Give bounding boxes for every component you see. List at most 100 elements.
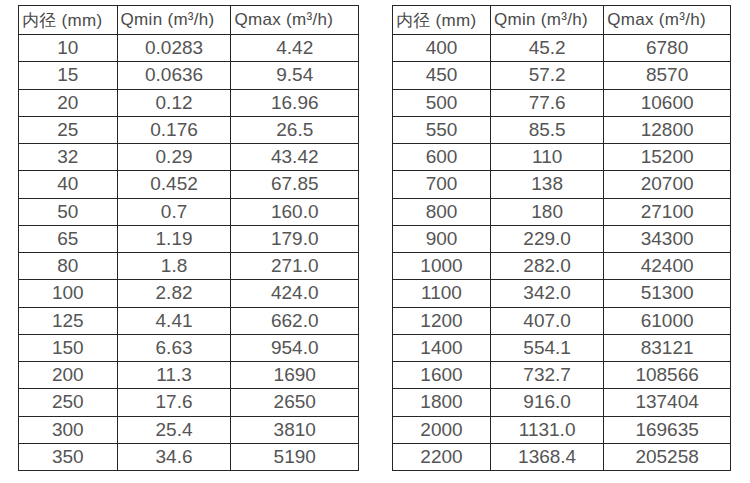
table-row: 80018027100 [393,198,731,225]
table-cell: 137404 [604,389,731,416]
table-row: 22001368.4205258 [393,443,731,470]
table-cell: 2.82 [117,280,231,307]
table-cell: 15200 [604,144,731,171]
table-cell: 4.42 [231,35,359,62]
table-row: 1002.82424.0 [19,280,359,307]
table-cell: 229.0 [491,225,604,252]
table-row: 20001131.0169635 [393,416,731,443]
column-header: Qmax (m³/h) [604,6,731,35]
table-cell: 0.29 [117,144,231,171]
table-row: 40045.26780 [393,35,731,62]
table-row: 50077.610600 [393,89,731,116]
table-cell: 900 [393,225,491,252]
table-cell: 1.8 [117,253,231,280]
table-cell: 20700 [604,171,731,198]
table-cell: 11.3 [117,362,231,389]
column-header: Qmin (m³/h) [117,6,231,35]
table-cell: 916.0 [491,389,604,416]
table-cell: 110 [491,144,604,171]
flow-range-spec-page: 内径 (mm)Qmin (m³/h)Qmax (m³/h)100.02834.4… [0,0,750,483]
table-cell: 85.5 [491,116,604,143]
table-cell: 250 [19,389,118,416]
flow-table-large-diameter: 内径 (mm)Qmin (m³/h)Qmax (m³/h)40045.26780… [392,5,731,471]
table-cell: 4.41 [117,307,231,334]
table-cell: 50 [19,198,118,225]
table-cell: 27100 [604,198,731,225]
table-cell: 10600 [604,89,731,116]
table-cell: 0.0283 [117,35,231,62]
table-cell: 1000 [393,253,491,280]
table-cell: 550 [393,116,491,143]
table-cell: 6780 [604,35,731,62]
table-row: 25017.62650 [19,389,359,416]
table-cell: 26.5 [231,116,359,143]
table-cell: 350 [19,443,118,470]
table-cell: 77.6 [491,89,604,116]
table-cell: 450 [393,62,491,89]
table-row: 70013820700 [393,171,731,198]
table-cell: 0.12 [117,89,231,116]
table-row: 900229.034300 [393,225,731,252]
table-cell: 61000 [604,307,731,334]
table-row: 1400554.183121 [393,334,731,361]
table-cell: 342.0 [491,280,604,307]
table-cell: 57.2 [491,62,604,89]
table-cell: 45.2 [491,35,604,62]
table-cell: 732.7 [491,362,604,389]
table-cell: 2000 [393,416,491,443]
table-cell: 40 [19,171,118,198]
table-row: 1100342.051300 [393,280,731,307]
table-row: 500.7160.0 [19,198,359,225]
table-cell: 0.176 [117,116,231,143]
table-cell: 169635 [604,416,731,443]
table-cell: 407.0 [491,307,604,334]
column-header: 内径 (mm) [19,6,118,35]
table-cell: 160.0 [231,198,359,225]
table-cell: 424.0 [231,280,359,307]
table-cell: 1800 [393,389,491,416]
flow-table-small-diameter: 内径 (mm)Qmin (m³/h)Qmax (m³/h)100.02834.4… [18,5,359,471]
table-cell: 42400 [604,253,731,280]
table-row: 45057.28570 [393,62,731,89]
table-cell: 3810 [231,416,359,443]
table-row: 651.19179.0 [19,225,359,252]
table-cell: 51300 [604,280,731,307]
table-row: 1506.63954.0 [19,334,359,361]
column-header: 内径 (mm) [393,6,491,35]
table-cell: 1200 [393,307,491,334]
table-row: 320.2943.42 [19,144,359,171]
table-cell: 200 [19,362,118,389]
table-cell: 83121 [604,334,731,361]
table-cell: 2200 [393,443,491,470]
table-cell: 6.63 [117,334,231,361]
table-cell: 800 [393,198,491,225]
table-cell: 12800 [604,116,731,143]
table-cell: 9.54 [231,62,359,89]
table-cell: 150 [19,334,118,361]
table-cell: 108566 [604,362,731,389]
table-cell: 43.42 [231,144,359,171]
table-row: 400.45267.85 [19,171,359,198]
table-cell: 1368.4 [491,443,604,470]
table-cell: 80 [19,253,118,280]
table-cell: 20 [19,89,118,116]
table-cell: 1690 [231,362,359,389]
table-cell: 25.4 [117,416,231,443]
table-cell: 67.85 [231,171,359,198]
header-row: 内径 (mm)Qmin (m³/h)Qmax (m³/h) [393,6,731,35]
table-row: 35034.65190 [19,443,359,470]
table-cell: 100 [19,280,118,307]
table-row: 1254.41662.0 [19,307,359,334]
table-cell: 2650 [231,389,359,416]
column-header: Qmin (m³/h) [491,6,604,35]
table-cell: 0.7 [117,198,231,225]
table-row: 60011015200 [393,144,731,171]
table-cell: 17.6 [117,389,231,416]
table-cell: 700 [393,171,491,198]
table-row: 200.1216.96 [19,89,359,116]
table-cell: 125 [19,307,118,334]
table-row: 100.02834.42 [19,35,359,62]
table-cell: 65 [19,225,118,252]
table-row: 1000282.042400 [393,253,731,280]
header-row: 内径 (mm)Qmin (m³/h)Qmax (m³/h) [19,6,359,35]
